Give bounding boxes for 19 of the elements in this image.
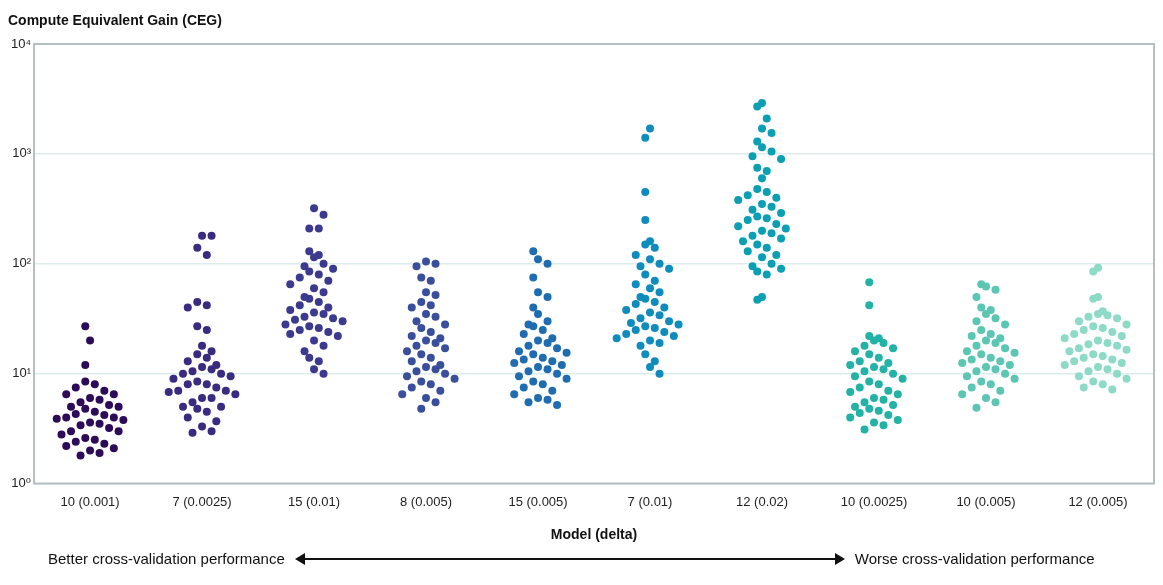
y-tick-label: 10² [12, 255, 32, 271]
x-tick-label: 15 (0.01) [288, 493, 341, 509]
x-tick-label: 15 (0.005) [508, 493, 568, 509]
y-tick-label: 10³ [12, 145, 32, 161]
x-tick-label: 10 (0.0025) [840, 493, 908, 509]
x-tick-label: 10 (0.005) [956, 493, 1016, 509]
x-tick-label: 7 (0.01) [627, 493, 673, 509]
x-axis-title: Model (delta) [550, 526, 638, 543]
x-tick-label: 12 (0.005) [1068, 493, 1128, 509]
y-tick-label: 10⁴ [11, 35, 32, 51]
text: Better cross-validation performance [47, 550, 285, 567]
y-axis-title: Compute Equivalent Gain (CEG) [8, 11, 222, 28]
x-tick-label: 8 (0.005) [400, 493, 453, 509]
x-tick-label: 10 (0.001) [60, 493, 120, 509]
text: Worse cross-validation performance [854, 550, 1095, 567]
y-tick-label: 10¹ [12, 365, 32, 381]
y-tick-label: 10⁰ [11, 475, 32, 491]
x-tick-label: 7 (0.0025) [172, 493, 232, 509]
x-tick-label: 12 (0.02) [735, 493, 789, 509]
